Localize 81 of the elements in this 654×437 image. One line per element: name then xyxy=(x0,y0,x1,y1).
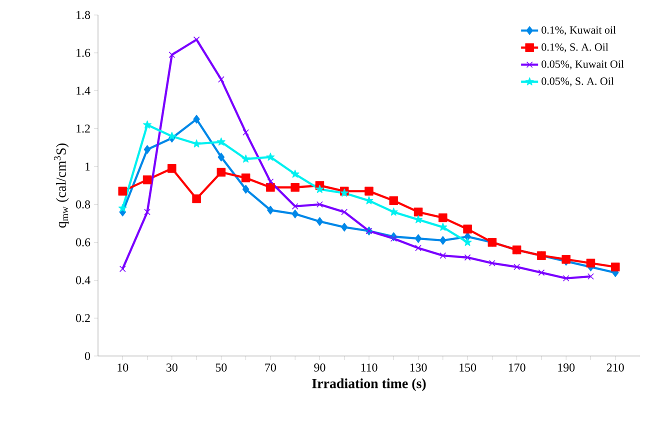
point xyxy=(193,114,200,124)
legend-label: 0.05%, Kuwait Oil xyxy=(542,60,624,70)
x-tick-label: 50 xyxy=(216,364,227,372)
point xyxy=(118,204,127,212)
y-tick-label: 1.8 xyxy=(76,10,90,20)
point xyxy=(119,266,126,272)
y-tick-label: 0 xyxy=(84,352,90,360)
point xyxy=(340,222,348,232)
point xyxy=(316,201,323,208)
point xyxy=(316,184,324,193)
y-tick-label: 0.8 xyxy=(76,200,90,209)
x-tick-label: 90 xyxy=(314,364,326,372)
point xyxy=(390,235,397,242)
point xyxy=(464,254,471,261)
point xyxy=(267,206,274,215)
point xyxy=(242,184,250,194)
x-tick-label: 130 xyxy=(410,364,427,372)
y-tick-label: 1.4 xyxy=(76,86,90,95)
y-tick-label: 0.6 xyxy=(76,238,90,246)
x-tick-label: 150 xyxy=(460,364,476,372)
point xyxy=(488,260,496,266)
point xyxy=(266,183,275,192)
point xyxy=(586,258,596,268)
y-tick-label: 1.6 xyxy=(76,48,90,57)
point xyxy=(415,244,422,252)
point xyxy=(440,236,446,245)
x-axis-title: Irradiation time (s) xyxy=(312,378,426,392)
point xyxy=(562,275,570,282)
point xyxy=(389,208,398,216)
point xyxy=(463,238,472,246)
point xyxy=(168,132,176,140)
x-tick-label: 70 xyxy=(265,364,276,372)
point xyxy=(610,262,620,272)
point xyxy=(216,138,226,146)
point xyxy=(414,234,422,243)
y-tick-label: 1.2 xyxy=(76,124,90,133)
point xyxy=(144,145,151,154)
point xyxy=(292,210,298,218)
y-tick-label: 0.2 xyxy=(76,314,90,322)
point xyxy=(144,208,150,216)
point xyxy=(316,217,324,226)
x-tick-label: 210 xyxy=(606,364,624,372)
x-tick-label: 190 xyxy=(558,364,575,372)
point xyxy=(168,164,176,173)
point xyxy=(438,213,448,222)
point xyxy=(364,186,374,196)
point xyxy=(389,196,398,206)
point xyxy=(118,186,128,196)
x-tick-label: 110 xyxy=(361,364,378,372)
point xyxy=(341,208,348,216)
point xyxy=(218,76,224,83)
legend-label: 0.05%, S. A. Oil xyxy=(542,77,614,86)
point xyxy=(241,174,250,182)
point xyxy=(142,175,152,184)
x-tick-label: 170 xyxy=(508,364,526,372)
point xyxy=(168,52,176,58)
point xyxy=(440,252,446,259)
x-tick-label: 30 xyxy=(166,364,178,372)
point xyxy=(216,168,226,177)
point xyxy=(267,178,274,185)
y-axis-title: q$_{mw}$ (cal/cm$^{3}$S) xyxy=(54,144,69,228)
point xyxy=(242,154,250,163)
point xyxy=(143,120,152,128)
point xyxy=(292,203,298,210)
point xyxy=(538,269,545,276)
point xyxy=(290,183,300,192)
point xyxy=(192,194,201,204)
point xyxy=(218,152,225,162)
point xyxy=(242,129,250,136)
point xyxy=(514,264,520,270)
legend-label: 0.1%, S. A. Oil xyxy=(542,43,608,52)
point xyxy=(266,152,275,161)
point xyxy=(193,36,200,43)
x-tick-label: 10 xyxy=(118,364,128,372)
point xyxy=(414,208,423,216)
point xyxy=(588,273,594,280)
point xyxy=(463,224,472,234)
legend-label: 0.1%, Kuwait oil xyxy=(542,26,616,36)
y-tick-label: 1 xyxy=(86,162,90,170)
y-tick-label: 0.4 xyxy=(76,276,90,284)
point xyxy=(290,170,300,178)
